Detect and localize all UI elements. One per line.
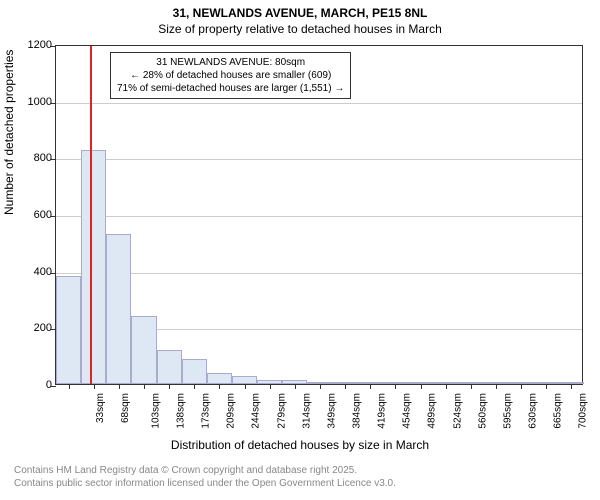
histogram-bar	[509, 382, 534, 384]
xtick-label: 68sqm	[120, 393, 131, 423]
ytick-label: 800	[12, 152, 52, 164]
ytick-label: 200	[12, 322, 52, 334]
callout-line-1: 31 NEWLANDS AVENUE: 80sqm	[117, 56, 344, 69]
xtick-label: 384sqm	[352, 393, 363, 429]
xtick-mark	[496, 384, 497, 389]
xtick-mark	[270, 384, 271, 389]
callout-box: 31 NEWLANDS AVENUE: 80sqm ← 28% of detac…	[110, 52, 351, 99]
reference-line	[90, 46, 92, 384]
footer-line-2: Contains public sector information licen…	[14, 477, 396, 490]
histogram-bar	[207, 373, 232, 384]
gridline	[56, 159, 582, 160]
ytick-label: 1200	[12, 39, 52, 51]
footer-line-1: Contains HM Land Registry data © Crown c…	[14, 464, 396, 477]
xtick-mark	[169, 384, 170, 389]
xtick-label: 33sqm	[95, 393, 106, 423]
xtick-mark	[471, 384, 472, 389]
attribution-footer: Contains HM Land Registry data © Crown c…	[14, 464, 396, 490]
histogram-bar	[333, 382, 358, 384]
x-axis-label: Distribution of detached houses by size …	[0, 438, 600, 452]
histogram-bar	[433, 382, 458, 384]
xtick-mark	[245, 384, 246, 389]
histogram-bar	[534, 382, 559, 384]
xtick-label: 595sqm	[502, 393, 513, 429]
xtick-mark	[144, 384, 145, 389]
xtick-mark	[345, 384, 346, 389]
xtick-label: 489sqm	[427, 393, 438, 429]
histogram-bar	[358, 382, 383, 384]
gridline	[56, 103, 582, 104]
histogram-bar	[408, 382, 433, 384]
xtick-mark	[546, 384, 547, 389]
xtick-mark	[69, 384, 70, 389]
xtick-label: 349sqm	[326, 393, 337, 429]
xtick-mark	[194, 384, 195, 389]
histogram-bar	[56, 276, 81, 384]
xtick-label: 103sqm	[150, 393, 161, 429]
histogram-bar	[106, 234, 131, 384]
histogram-bar	[483, 382, 508, 384]
xtick-mark	[295, 384, 296, 389]
xtick-mark	[370, 384, 371, 389]
xtick-label: 279sqm	[276, 393, 287, 429]
xtick-mark	[119, 384, 120, 389]
ytick-label: 0	[12, 379, 52, 391]
histogram-bar	[182, 359, 207, 385]
histogram-bar	[131, 316, 156, 384]
histogram-bar	[232, 376, 257, 385]
xtick-label: 314sqm	[301, 393, 312, 429]
xtick-mark	[219, 384, 220, 389]
histogram-bar	[157, 350, 182, 384]
ytick-label: 600	[12, 209, 52, 221]
xtick-label: 560sqm	[477, 393, 488, 429]
histogram-bar	[458, 382, 483, 384]
ytick-label: 1000	[12, 96, 52, 108]
histogram-bar	[81, 150, 106, 384]
xtick-label: 173sqm	[201, 393, 212, 429]
xtick-label: 209sqm	[226, 393, 237, 429]
ytick-label: 400	[12, 266, 52, 278]
histogram-bar	[559, 382, 584, 384]
xtick-mark	[571, 384, 572, 389]
xtick-mark	[446, 384, 447, 389]
xtick-mark	[421, 384, 422, 389]
callout-line-2: ← 28% of detached houses are smaller (60…	[117, 69, 344, 82]
y-axis-label: Number of detached properties	[2, 50, 16, 215]
callout-line-3: 71% of semi-detached houses are larger (…	[117, 82, 344, 95]
xtick-label: 454sqm	[402, 393, 413, 429]
chart-subtitle: Size of property relative to detached ho…	[0, 22, 600, 36]
xtick-label: 419sqm	[377, 393, 388, 429]
histogram-bar	[383, 382, 408, 384]
histogram-bar	[307, 382, 332, 384]
gridline	[56, 216, 582, 217]
xtick-mark	[395, 384, 396, 389]
xtick-label: 138sqm	[176, 393, 187, 429]
xtick-label: 524sqm	[452, 393, 463, 429]
histogram-bar	[257, 380, 282, 384]
xtick-label: 700sqm	[578, 393, 589, 429]
xtick-mark	[320, 384, 321, 389]
histogram-bar	[282, 380, 307, 384]
xtick-mark	[521, 384, 522, 389]
xtick-label: 244sqm	[251, 393, 262, 429]
xtick-label: 665sqm	[553, 393, 564, 429]
xtick-mark	[94, 384, 95, 389]
xtick-label: 630sqm	[528, 393, 539, 429]
gridline	[56, 273, 582, 274]
chart-title: 31, NEWLANDS AVENUE, MARCH, PE15 8NL	[0, 6, 600, 20]
